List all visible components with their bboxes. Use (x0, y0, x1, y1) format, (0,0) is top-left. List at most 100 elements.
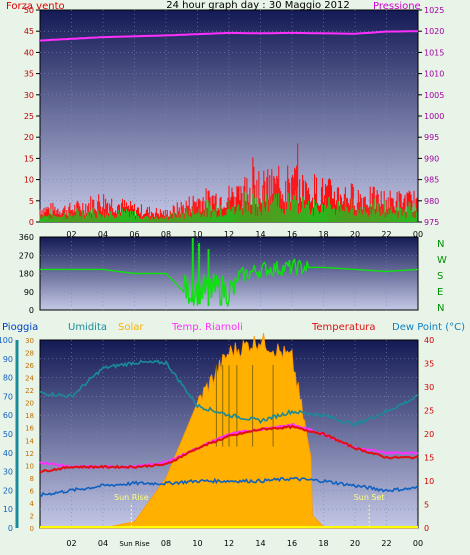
wind-tick-label: 35 (24, 70, 34, 79)
temperature-axis-title: Temperatura (311, 322, 376, 333)
wind-tick-label: 50 (24, 6, 34, 15)
bottom-x-tick-label: 18 (318, 539, 328, 548)
pressure-tick-label: 1015 (424, 48, 444, 57)
dewpoint-line (39, 476, 419, 497)
solar-tick-label: 24 (25, 375, 34, 383)
pressure-tick-label: 1025 (424, 6, 444, 15)
wind-tick-label: 40 (24, 48, 34, 57)
top-x-tick-label: 00 (413, 230, 423, 239)
bottom-x-tick-label: 04 (98, 539, 108, 548)
sunrise-label: Sun Rise (114, 493, 149, 502)
temp-tick-label: 35 (424, 360, 434, 369)
solar-tick-label: 26 (25, 362, 34, 370)
compass-letter: E (437, 287, 443, 298)
solar-tick-label: 18 (25, 412, 34, 420)
compass-letter: N (437, 239, 444, 250)
pressure-tick-label: 1010 (424, 70, 444, 79)
solar-tick-label: 2 (30, 512, 34, 520)
temp-tick-label: 5 (424, 501, 429, 510)
top-x-tick-label: 02 (66, 230, 76, 239)
top-x-tick-label: 14 (255, 230, 265, 239)
pressure-tick-label: 990 (424, 154, 439, 163)
bottom-x-tick-label: 22 (381, 539, 391, 548)
top-x-tick-label: 04 (98, 230, 108, 239)
sunset-label: Sun Set (354, 493, 385, 502)
wind-tick-label: 45 (24, 27, 34, 36)
wind-tick-label: 20 (24, 133, 34, 142)
direction-tick-label: 90 (24, 288, 34, 297)
rain-tick-label: 90 (3, 355, 13, 364)
solar-tick-label: 14 (25, 437, 34, 445)
solar-axis-title: Solar (118, 322, 144, 333)
temp-tick-label: 40 (424, 336, 434, 345)
top-x-tick-label: 12 (224, 230, 234, 239)
top-x-tick-label: 10 (192, 230, 202, 239)
humidity-axis-title: Umidita (68, 322, 107, 333)
bottom-x-tick-label: 20 (350, 539, 360, 548)
solar-tick-label: 8 (30, 475, 34, 483)
wind-tick-label: 15 (24, 154, 34, 163)
pressure-tick-label: 1000 (424, 112, 444, 121)
pressure-tick-label: 1020 (424, 27, 444, 36)
solar-tick-label: 30 (25, 337, 34, 345)
solar-tick-label: 20 (25, 400, 34, 408)
pressure-axis-title: Pressione (373, 1, 421, 12)
wind-axis-title: Forza vento (6, 1, 65, 12)
pressure-tick-label: 980 (424, 197, 439, 206)
direction-tick-label: 360 (19, 233, 34, 242)
solar-tick-label: 0 (30, 525, 34, 533)
pressure-tick-label: 975 (424, 218, 439, 227)
bottom-x-tick-label: 12 (224, 539, 234, 548)
wind-tick-label: 5 (29, 197, 34, 206)
bottom-x-tick-label: 08 (161, 539, 171, 548)
temperature-line (39, 424, 419, 474)
temp-tick-label: 30 (424, 383, 434, 392)
wind-direction-line (40, 257, 419, 308)
rain-tick-label: 10 (3, 505, 13, 514)
rain-tick-label: 80 (3, 374, 13, 383)
direction-tick-label: 0 (29, 306, 34, 315)
dewpoint-axis-title: Dew Point (°C) (392, 322, 465, 333)
rain-tick-label: 0 (8, 524, 13, 533)
top-x-tick-label: 22 (381, 230, 391, 239)
pressure-tick-label: 1005 (424, 91, 444, 100)
compass-letter: S (437, 271, 443, 282)
bottom-x-tick-label: 10 (192, 539, 202, 548)
wind-tick-label: 25 (24, 112, 34, 121)
wind-tick-label: 0 (29, 218, 34, 227)
bottom-x-tick-label: 16 (287, 539, 297, 548)
bottom-x-tick-label: Sun Rise (119, 540, 149, 548)
temp-tick-label: 15 (424, 454, 434, 463)
temp-tick-label: 25 (424, 407, 434, 416)
rain-tick-label: 40 (3, 449, 13, 458)
solar-tick-label: 16 (25, 425, 34, 433)
temp-tick-label: 20 (424, 430, 434, 439)
wind-tick-label: 30 (24, 91, 34, 100)
pressure-tick-label: 995 (424, 133, 439, 142)
solar-tick-label: 10 (25, 462, 34, 470)
top-x-tick-label: 08 (161, 230, 171, 239)
solar-tick-label: 6 (30, 487, 35, 495)
rain-tick-label: 60 (3, 411, 13, 420)
direction-tick-label: 270 (19, 251, 34, 260)
solar-tick-label: 22 (25, 387, 34, 395)
solar-tick-label: 12 (25, 450, 34, 458)
wind-tick-label: 10 (24, 176, 34, 185)
rain-tick-label: 50 (3, 430, 13, 439)
bottom-x-tick-label: 02 (66, 539, 76, 548)
pressure-tick-label: 985 (424, 176, 439, 185)
humidity-line (39, 359, 418, 427)
pressure-line (39, 30, 418, 42)
temp-tick-label: 10 (424, 477, 434, 486)
rain-tick-label: 100 (0, 336, 13, 345)
rain-tick-label: 20 (3, 486, 13, 495)
top-x-tick-label: 18 (318, 230, 328, 239)
top-x-tick-label: 20 (350, 230, 360, 239)
rain-tick-label: 30 (3, 468, 13, 477)
temp-riarnoli-axis-title: Temp. Riarnoli (171, 322, 243, 333)
compass-letter: N (437, 303, 444, 314)
top-x-tick-label: 06 (129, 230, 139, 239)
rain-tick-label: 70 (3, 392, 13, 401)
